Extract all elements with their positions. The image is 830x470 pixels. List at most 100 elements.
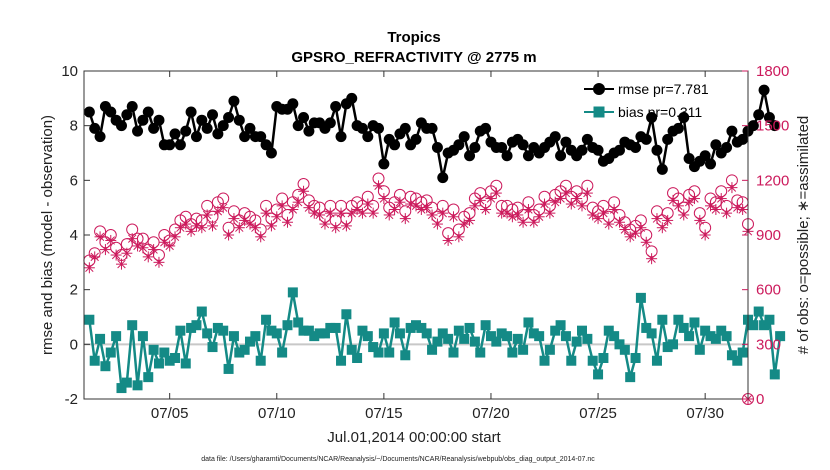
assimilated-obs-point xyxy=(672,200,684,212)
bias-point xyxy=(518,344,529,355)
assimilated-obs-point xyxy=(619,224,631,236)
assimilated-obs-point xyxy=(640,236,652,248)
rmse-point xyxy=(260,139,272,151)
rmse-point xyxy=(324,117,336,129)
assimilated-obs-point xyxy=(153,256,165,268)
x-tick-label: 07/25 xyxy=(579,405,617,422)
assimilated-obs-point xyxy=(298,185,310,197)
bias-point xyxy=(121,377,132,388)
y-axis-left: -2 0 2 4 6 8 10 xyxy=(61,63,90,408)
bias-point xyxy=(175,325,186,336)
rmse-point xyxy=(148,122,160,134)
assimilated-obs-point xyxy=(549,196,561,208)
rmse-point xyxy=(292,120,304,132)
rmse-point xyxy=(94,131,106,143)
rmse-point xyxy=(753,109,765,121)
bias-point xyxy=(625,372,636,383)
rmse-point xyxy=(576,144,588,156)
assimilated-obs-point xyxy=(688,193,700,205)
bias-point xyxy=(341,309,352,320)
assimilated-obs-point xyxy=(190,220,202,232)
bias-point xyxy=(485,331,496,342)
x-tick-label: 07/30 xyxy=(686,405,724,422)
bias-point xyxy=(464,322,475,333)
rmse-point xyxy=(346,92,358,104)
bias-point xyxy=(635,292,646,303)
rmse-point xyxy=(89,122,101,134)
bias-point xyxy=(186,322,197,333)
bias-point xyxy=(319,328,330,339)
assimilated-obs-point xyxy=(319,218,331,230)
assimilated-obs-point xyxy=(281,216,293,228)
y-axis-label: rmse and bias (model - observation) xyxy=(39,115,56,355)
rmse-point xyxy=(710,139,722,151)
rmse-point xyxy=(207,109,219,121)
assimilated-obs-point xyxy=(276,200,288,212)
assimilated-obs-point xyxy=(533,211,545,223)
bias-point xyxy=(287,287,298,298)
bias-point xyxy=(673,314,684,325)
x-tick-label: 07/05 xyxy=(151,405,189,422)
bias-point xyxy=(566,355,577,366)
rmse-point xyxy=(662,133,674,145)
assimilated-obs-point xyxy=(517,216,529,228)
assimilated-obs-point xyxy=(340,220,352,232)
assimilated-obs-point xyxy=(678,209,690,221)
rmse-point xyxy=(581,133,593,145)
rmse-point xyxy=(83,106,95,118)
rmse-point xyxy=(699,150,711,162)
y-axis-right: 0 300 600 900 1200 1500 1800 xyxy=(742,63,789,408)
assimilated-obs-point xyxy=(560,187,572,199)
bias-point xyxy=(143,372,154,383)
bias-point xyxy=(111,331,122,342)
assimilated-obs-point xyxy=(260,207,272,219)
rmse-point xyxy=(265,147,277,159)
bias-point xyxy=(309,331,320,342)
assimilated-obs-point xyxy=(115,258,127,270)
rmse-point xyxy=(410,133,422,145)
rmse-point xyxy=(758,84,770,96)
rmse-point xyxy=(244,122,256,134)
assimilated-obs-point xyxy=(126,233,138,245)
bias-point xyxy=(453,325,464,336)
bias-point xyxy=(544,344,555,355)
bias-point xyxy=(657,314,668,325)
bias-point xyxy=(668,339,679,350)
bias-point xyxy=(684,331,695,342)
assimilated-obs-point xyxy=(699,229,711,241)
bias-point xyxy=(180,358,191,369)
assimilated-obs-point xyxy=(597,207,609,219)
assimilated-obs-point xyxy=(287,203,299,215)
assimilated-obs-point xyxy=(683,196,695,208)
bias-point xyxy=(732,355,743,366)
rmse-point xyxy=(142,106,154,118)
rmse-point xyxy=(560,136,572,148)
assimilated-obs-point xyxy=(180,218,192,230)
assimilated-obs-point xyxy=(426,209,438,221)
assimilated-obs-point xyxy=(721,207,733,219)
assimilated-obs-point xyxy=(437,207,449,219)
bias-point xyxy=(223,363,234,374)
rmse-point xyxy=(747,120,759,132)
assimilated-obs-point xyxy=(196,222,208,234)
obs-layer xyxy=(83,172,754,405)
bias-point xyxy=(593,369,604,380)
assimilated-obs-point xyxy=(603,218,615,230)
assimilated-obs-point xyxy=(105,234,117,246)
assimilated-obs-point xyxy=(314,209,326,221)
y-right-tick-label: 300 xyxy=(756,336,781,353)
bias-point xyxy=(170,353,181,363)
bias-point xyxy=(84,314,95,325)
rmse-point xyxy=(549,131,561,143)
bias-point xyxy=(539,355,550,366)
bias-point xyxy=(716,325,727,336)
assimilated-obs-point xyxy=(726,182,738,194)
bias-point xyxy=(245,336,255,347)
rmse-point xyxy=(330,101,342,113)
assimilated-obs-point xyxy=(731,202,743,214)
bias-point xyxy=(528,328,539,339)
assimilated-obs-point xyxy=(378,193,390,205)
assimilated-obs-point xyxy=(265,220,277,232)
bias-point xyxy=(202,328,213,339)
bias-point xyxy=(266,325,277,336)
